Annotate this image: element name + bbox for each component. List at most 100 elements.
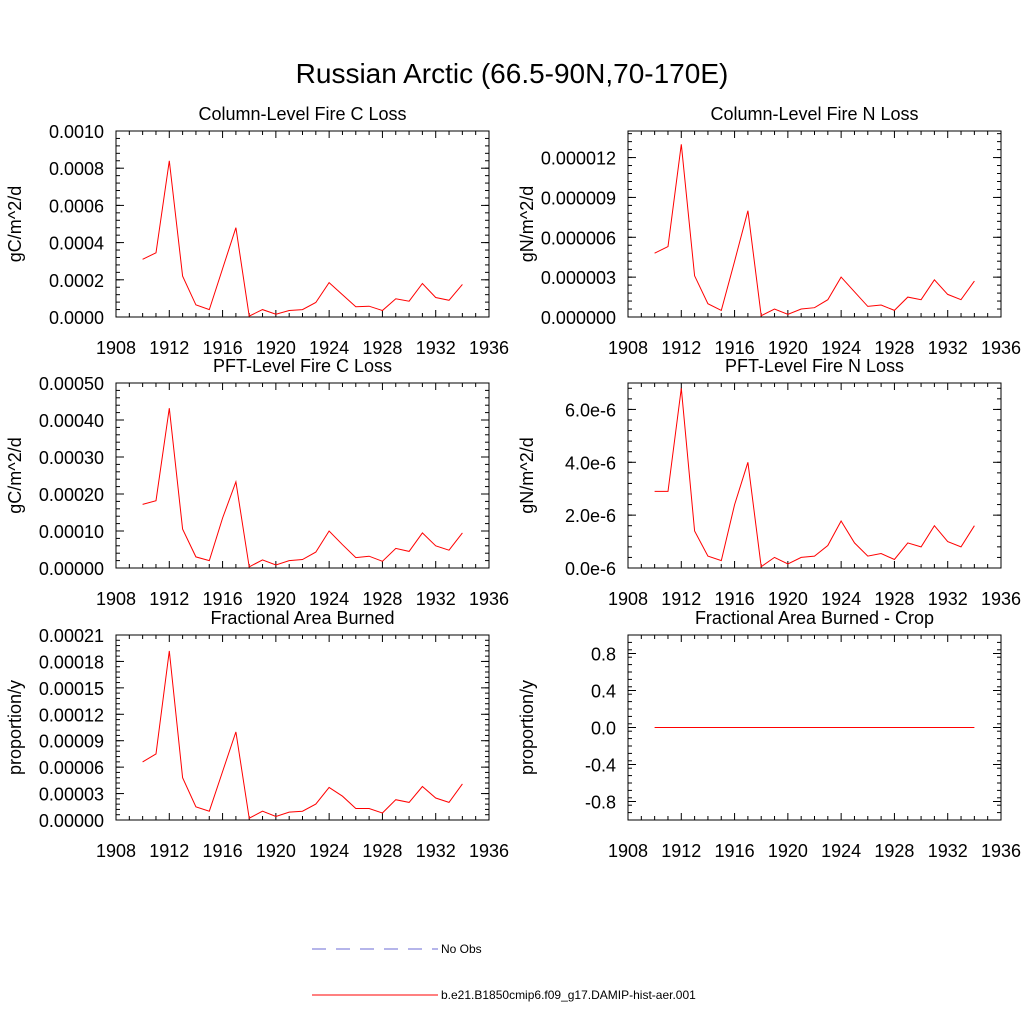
y-tick-label: 0.8 (591, 645, 616, 665)
y-axis-label: gC/m^2/d (5, 437, 25, 513)
x-tick-label: 1916 (203, 589, 243, 609)
y-tick-label: 0.0e-6 (565, 559, 616, 579)
y-tick-label: 0.000006 (541, 228, 616, 248)
y-axis-label: gC/m^2/d (5, 186, 25, 262)
x-tick-label: 1920 (768, 338, 808, 358)
y-tick-label: 0.000009 (541, 188, 616, 208)
x-tick-label: 1928 (874, 338, 914, 358)
panel-title: Column-Level Fire C Loss (198, 104, 406, 124)
y-tick-label: 0.00030 (39, 448, 104, 468)
x-tick-label: 1912 (661, 338, 701, 358)
y-tick-label: 6.0e-6 (565, 400, 616, 420)
y-tick-label: -0.4 (585, 756, 616, 776)
x-tick-label: 1932 (416, 841, 456, 861)
x-tick-label: 1916 (203, 338, 243, 358)
x-tick-label: 1908 (96, 338, 136, 358)
x-tick-label: 1912 (149, 841, 189, 861)
x-tick-label: 1928 (874, 589, 914, 609)
legend: No Obs b.e21.B1850cmip6.f09_g17.DAMIP-hi… (312, 942, 696, 1002)
y-tick-label: 4.0e-6 (565, 453, 616, 473)
x-tick-label: 1932 (416, 589, 456, 609)
y-tick-label: 0.0008 (49, 159, 104, 179)
y-tick-label: 0.0000 (49, 308, 104, 328)
panels: Column-Level Fire C Loss gC/m^2/d 1908 1912… (5, 104, 1021, 861)
x-tick-label: 1936 (469, 589, 509, 609)
x-tick-label: 1908 (608, 338, 648, 358)
panel-title: Fractional Area Burned (210, 608, 394, 628)
y-tick-label: 0.000012 (541, 149, 616, 169)
x-tick-label: 1932 (928, 841, 968, 861)
series-line (142, 650, 463, 819)
x-tick-label: 1924 (309, 338, 349, 358)
plot-frame (115, 130, 490, 318)
y-tick-label: 0.0004 (49, 234, 104, 254)
series-line (142, 408, 463, 568)
x-tick-label: 1936 (981, 589, 1021, 609)
series-line (142, 160, 463, 317)
plot-frame (627, 130, 1002, 318)
y-tick-label: 0.00040 (39, 411, 104, 431)
x-tick-label: 1916 (715, 841, 755, 861)
y-tick-label: 2.0e-6 (565, 506, 616, 526)
y-tick-label: 0.00018 (39, 652, 104, 672)
panel-1: Column-Level Fire C Loss gC/m^2/d 1908 1912… (5, 104, 509, 358)
x-tick-label: 1928 (362, 589, 402, 609)
x-tick-label: 1916 (715, 338, 755, 358)
plot-frame (115, 634, 490, 821)
y-tick-label: 0.00000 (39, 559, 104, 579)
panel-title: PFT-Level Fire C Loss (213, 356, 392, 376)
legend-no-obs-label: No Obs (441, 942, 482, 956)
x-tick-label: 1936 (469, 841, 509, 861)
x-tick-label: 1916 (203, 841, 243, 861)
y-tick-label: 0.00010 (39, 522, 104, 542)
x-tick-label: 1924 (309, 841, 349, 861)
x-tick-label: 1920 (256, 338, 296, 358)
y-axis-label: proportion/y (5, 680, 25, 775)
panel-4: PFT-Level Fire N Loss gN/m^2/d 1908 1912 191… (517, 356, 1021, 609)
y-tick-label: 0.0010 (49, 122, 104, 142)
x-tick-label: 1936 (981, 338, 1021, 358)
panel-title: Column-Level Fire N Loss (710, 104, 918, 124)
panel-title: PFT-Level Fire N Loss (725, 356, 904, 376)
y-tick-label: 0.0 (591, 719, 616, 739)
panel-3: PFT-Level Fire C Loss gC/m^2/d 1908 1912 191… (5, 356, 509, 609)
x-tick-label: 1908 (608, 589, 648, 609)
plot-frame (627, 382, 1002, 569)
y-tick-label: 0.4 (591, 682, 616, 702)
y-tick-label: 0.00009 (39, 732, 104, 752)
y-tick-label: 0.00021 (39, 626, 104, 646)
x-tick-label: 1932 (416, 338, 456, 358)
panel-5: Fractional Area Burned proportion/y 1908 19… (5, 608, 509, 861)
series-line (654, 388, 975, 568)
y-tick-label: 0.00012 (39, 705, 104, 725)
x-tick-label: 1920 (256, 589, 296, 609)
x-tick-label: 1924 (821, 338, 861, 358)
panel-title: Fractional Area Burned - Crop (695, 608, 934, 628)
plot-frame (115, 382, 490, 569)
figure-title: Russian Arctic (66.5-90N,70-170E) (296, 58, 729, 89)
y-axis-label: proportion/y (517, 680, 537, 775)
y-axis-label: gN/m^2/d (517, 437, 537, 513)
x-tick-label: 1924 (821, 589, 861, 609)
x-tick-label: 1936 (981, 841, 1021, 861)
legend-model-label: b.e21.B1850cmip6.f09_g17.DAMIP-hist-aer.… (441, 988, 696, 1002)
x-tick-label: 1928 (362, 841, 402, 861)
y-tick-label: 0.00006 (39, 758, 104, 778)
y-tick-label: 0.00050 (39, 374, 104, 394)
y-tick-label: -0.8 (585, 793, 616, 813)
x-tick-label: 1912 (661, 841, 701, 861)
y-tick-label: 0.0006 (49, 196, 104, 216)
y-axis-label: gN/m^2/d (517, 186, 537, 262)
x-tick-label: 1924 (309, 589, 349, 609)
x-tick-label: 1932 (928, 338, 968, 358)
x-tick-label: 1924 (821, 841, 861, 861)
x-tick-label: 1920 (256, 841, 296, 861)
x-tick-label: 1920 (768, 841, 808, 861)
x-tick-label: 1908 (96, 589, 136, 609)
panel-2: Column-Level Fire N Loss gN/m^2/d 1908 1912… (517, 104, 1021, 358)
x-tick-label: 1912 (661, 589, 701, 609)
panel-6: Fractional Area Burned - Crop proportion/… (517, 608, 1021, 861)
x-tick-label: 1928 (362, 338, 402, 358)
y-tick-label: 0.00003 (39, 785, 104, 805)
